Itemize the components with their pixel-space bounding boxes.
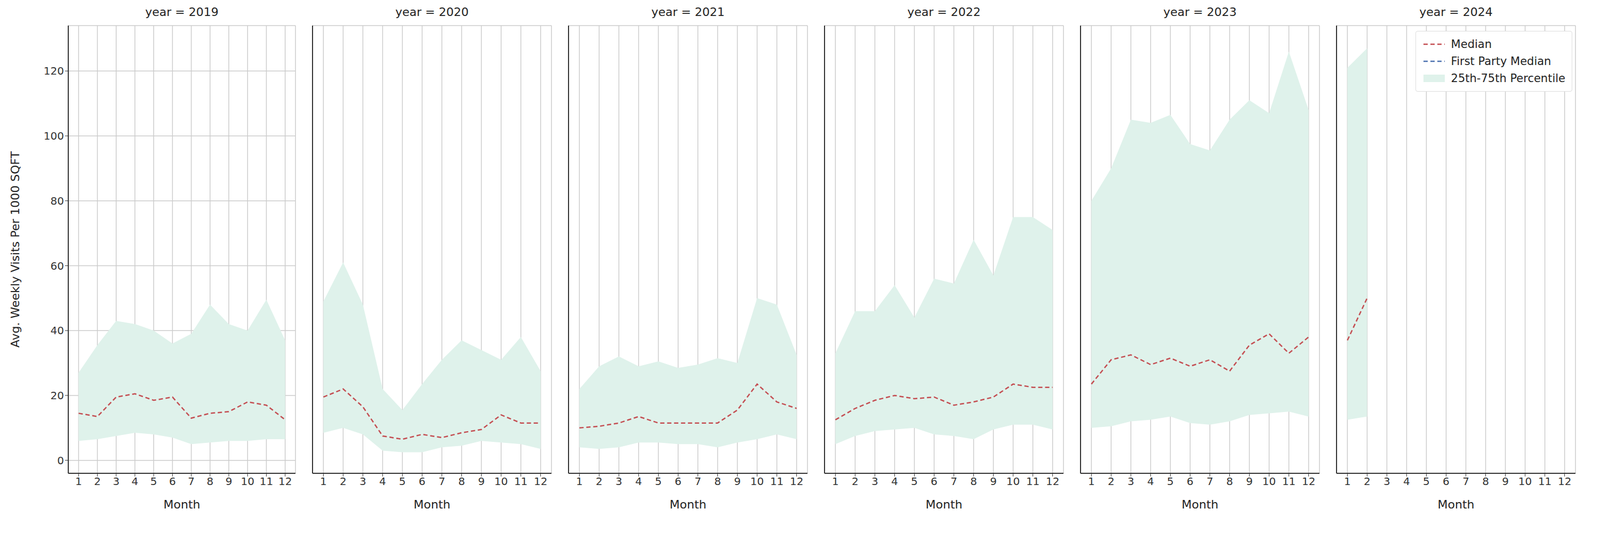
svg-text:3: 3 bbox=[615, 475, 623, 488]
html-text:year = 2023: year = 2023 bbox=[1163, 5, 1237, 19]
svg-text:9: 9 bbox=[477, 475, 485, 488]
svg-text:0: 0 bbox=[57, 454, 64, 468]
svg-text:5: 5 bbox=[150, 475, 158, 488]
svg-text:2: 2 bbox=[1363, 475, 1371, 488]
svg-text:4: 4 bbox=[635, 475, 643, 488]
svg-text:9: 9 bbox=[225, 475, 233, 488]
svg-text:8: 8 bbox=[970, 475, 978, 488]
svg-text:20: 20 bbox=[50, 389, 64, 403]
svg-text:6: 6 bbox=[930, 475, 938, 488]
html-text:25th-75th Percentile: 25th-75th Percentile bbox=[1450, 72, 1566, 85]
svg-text:Month: Month bbox=[163, 498, 201, 512]
svg-text:12: 12 bbox=[789, 475, 804, 488]
svg-text:4: 4 bbox=[891, 475, 899, 488]
html-text:year = 2019: year = 2019 bbox=[145, 5, 219, 19]
svg-text:7: 7 bbox=[694, 475, 702, 488]
html-text:year = 2020: year = 2020 bbox=[395, 5, 469, 19]
svg-text:8: 8 bbox=[1482, 475, 1490, 488]
svg-text:7: 7 bbox=[1206, 475, 1214, 488]
svg-text:2: 2 bbox=[93, 475, 101, 488]
svg-text:9: 9 bbox=[1501, 475, 1509, 488]
svg-text:12: 12 bbox=[1301, 475, 1316, 488]
svg-text:10: 10 bbox=[1006, 475, 1020, 488]
svg-text:Avg. Weekly Visits Per 1000 SQ: Avg. Weekly Visits Per 1000 SQFT bbox=[8, 150, 22, 348]
svg-text:Month: Month bbox=[1437, 498, 1475, 512]
svg-text:8: 8 bbox=[714, 475, 722, 488]
svg-text:5: 5 bbox=[1166, 475, 1174, 488]
svg-text:2: 2 bbox=[851, 475, 859, 488]
svg-text:12: 12 bbox=[1045, 475, 1060, 488]
svg-text:3: 3 bbox=[359, 475, 367, 488]
svg-text:Month: Month bbox=[413, 498, 451, 512]
svg-text:4: 4 bbox=[131, 475, 139, 488]
svg-text:3: 3 bbox=[1383, 475, 1391, 488]
html-text:year = 2021: year = 2021 bbox=[651, 5, 725, 19]
svg-text:4: 4 bbox=[1403, 475, 1411, 488]
svg-text:100: 100 bbox=[43, 129, 64, 143]
svg-text:4: 4 bbox=[1147, 475, 1155, 488]
svg-text:1: 1 bbox=[1088, 475, 1095, 488]
svg-text:5: 5 bbox=[654, 475, 662, 488]
svg-text:1: 1 bbox=[75, 475, 83, 488]
svg-text:5: 5 bbox=[910, 475, 918, 488]
svg-text:12: 12 bbox=[533, 475, 548, 488]
svg-text:60: 60 bbox=[50, 259, 64, 273]
svg-text:7: 7 bbox=[1462, 475, 1470, 488]
html-text:First Party Median: First Party Median bbox=[1450, 54, 1552, 68]
svg-text:120: 120 bbox=[43, 64, 64, 78]
svg-text:80: 80 bbox=[50, 194, 64, 208]
svg-text:7: 7 bbox=[187, 475, 195, 488]
svg-text:1: 1 bbox=[1344, 475, 1351, 488]
svg-text:7: 7 bbox=[438, 475, 446, 488]
svg-text:1: 1 bbox=[320, 475, 327, 488]
svg-text:2: 2 bbox=[1107, 475, 1115, 488]
svg-text:3: 3 bbox=[871, 475, 879, 488]
html-text:year = 2024: year = 2024 bbox=[1419, 5, 1493, 19]
svg-text:8: 8 bbox=[1226, 475, 1234, 488]
svg-text:4: 4 bbox=[379, 475, 387, 488]
svg-text:Month: Month bbox=[1181, 498, 1219, 512]
svg-text:12: 12 bbox=[278, 475, 292, 488]
svg-text:6: 6 bbox=[674, 475, 682, 488]
svg-text:11: 11 bbox=[1282, 475, 1296, 488]
svg-text:2: 2 bbox=[595, 475, 603, 488]
svg-text:6: 6 bbox=[1442, 475, 1450, 488]
html-text:Median: Median bbox=[1450, 37, 1492, 51]
svg-text:10: 10 bbox=[494, 475, 508, 488]
svg-text:6: 6 bbox=[418, 475, 426, 488]
svg-text:7: 7 bbox=[950, 475, 958, 488]
svg-text:8: 8 bbox=[458, 475, 466, 488]
svg-text:9: 9 bbox=[989, 475, 997, 488]
svg-text:10: 10 bbox=[750, 475, 764, 488]
svg-text:6: 6 bbox=[1186, 475, 1194, 488]
svg-text:2: 2 bbox=[339, 475, 347, 488]
svg-text:9: 9 bbox=[1245, 475, 1253, 488]
svg-text:10: 10 bbox=[240, 475, 254, 488]
svg-text:11: 11 bbox=[259, 475, 274, 488]
svg-text:10: 10 bbox=[1518, 475, 1532, 488]
svg-text:40: 40 bbox=[50, 324, 64, 338]
svg-text:8: 8 bbox=[206, 475, 214, 488]
svg-text:11: 11 bbox=[1538, 475, 1552, 488]
svg-text:11: 11 bbox=[1026, 475, 1040, 488]
svg-text:6: 6 bbox=[169, 475, 176, 488]
svg-text:3: 3 bbox=[1127, 475, 1135, 488]
svg-text:1: 1 bbox=[832, 475, 839, 488]
svg-text:5: 5 bbox=[398, 475, 406, 488]
svg-text:11: 11 bbox=[770, 475, 784, 488]
svg-text:12: 12 bbox=[1557, 475, 1572, 488]
svg-text:Month: Month bbox=[925, 498, 963, 512]
svg-text:9: 9 bbox=[733, 475, 741, 488]
svg-text:1: 1 bbox=[576, 475, 583, 488]
svg-text:11: 11 bbox=[514, 475, 528, 488]
html-text:year = 2022: year = 2022 bbox=[907, 5, 981, 19]
svg-text:3: 3 bbox=[112, 475, 120, 488]
svg-text:Month: Month bbox=[669, 498, 707, 512]
svg-text:5: 5 bbox=[1422, 475, 1430, 488]
svg-text:10: 10 bbox=[1262, 475, 1276, 488]
